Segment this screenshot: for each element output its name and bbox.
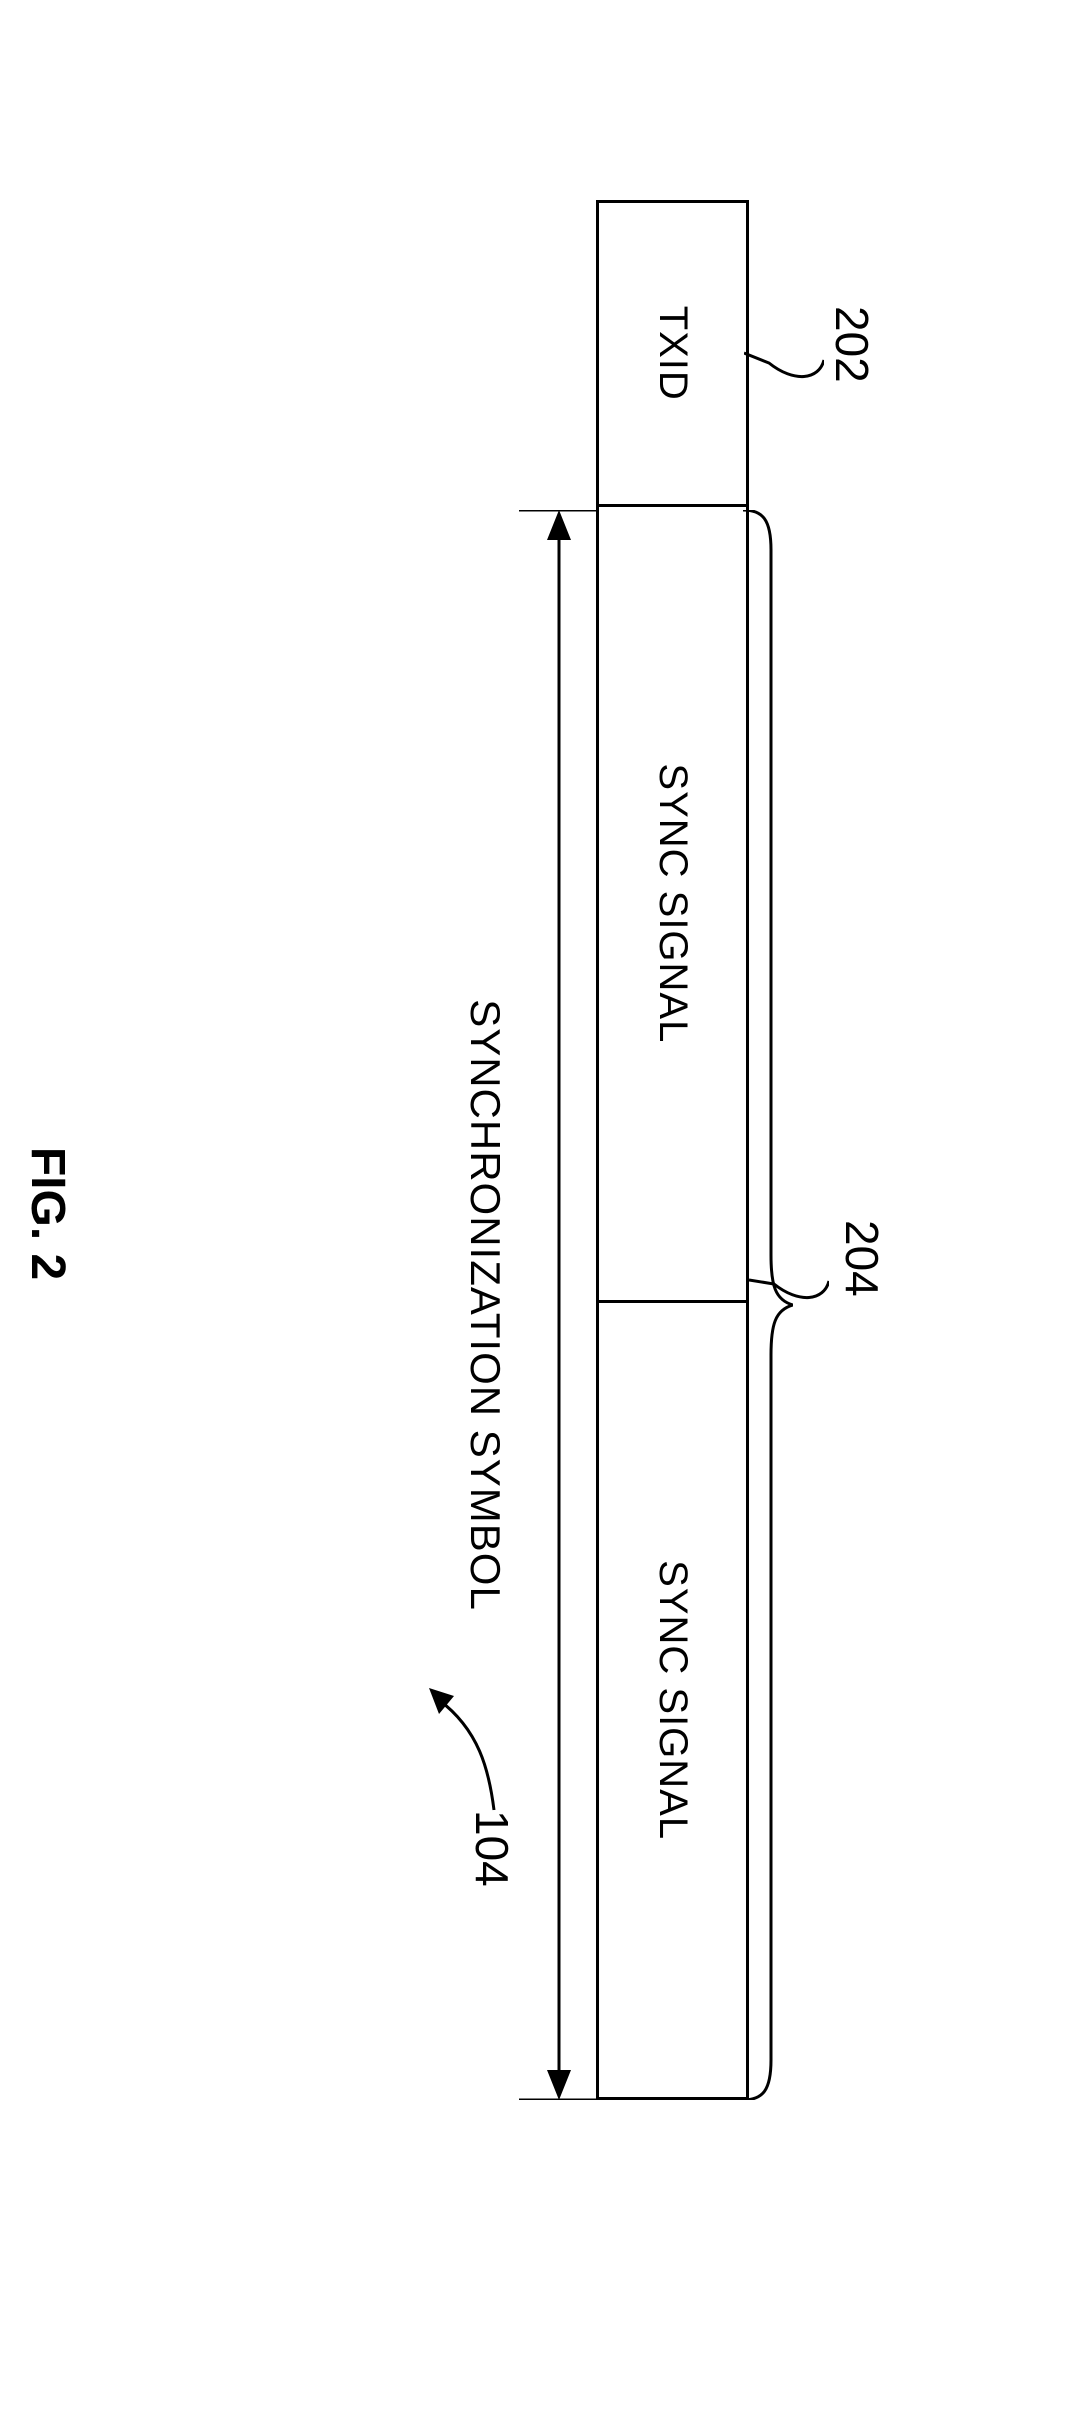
rotated-canvas: TXID SYNC SIGNAL SYNC SIGNAL 202 204 — [0, 0, 1079, 2427]
ref-number-202: 202 — [825, 306, 879, 383]
block-sync-signal-2: SYNC SIGNAL — [598, 1302, 748, 2099]
ref-number-104: 104 — [465, 1810, 519, 1887]
lead-line-202 — [744, 335, 824, 395]
dimension-arrow — [519, 510, 599, 2100]
block-txid: TXID — [598, 202, 748, 506]
curly-brace — [743, 510, 793, 2100]
figure-label: FIG. 2 — [20, 1147, 75, 1280]
ref-number-204: 204 — [835, 1220, 889, 1297]
ref-104-callout: 104 — [429, 1680, 519, 1920]
page: TXID SYNC SIGNAL SYNC SIGNAL 202 204 — [0, 0, 1079, 2427]
symbol-blocks: TXID SYNC SIGNAL SYNC SIGNAL — [596, 200, 749, 2100]
block-sync-signal-1: SYNC SIGNAL — [598, 505, 748, 1302]
